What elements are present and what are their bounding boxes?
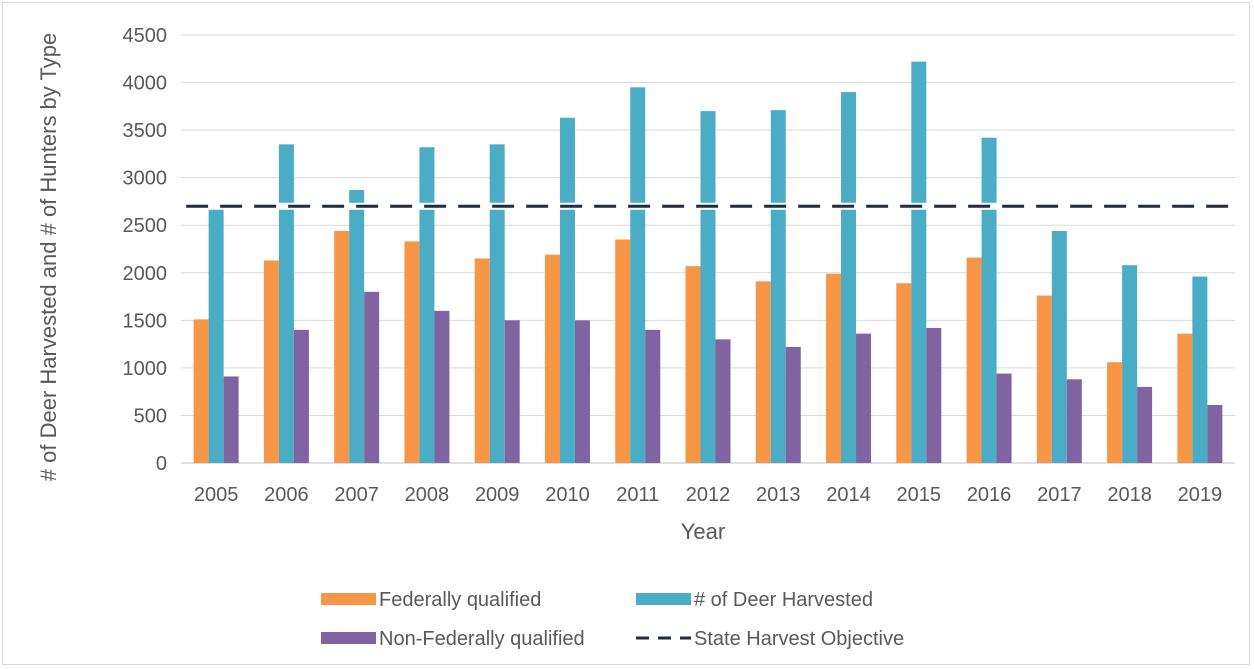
bar bbox=[685, 266, 701, 463]
bar bbox=[645, 329, 661, 463]
bar bbox=[966, 257, 982, 463]
x-tick-label: 2014 bbox=[826, 484, 871, 506]
bar bbox=[1107, 362, 1123, 463]
y-tick-label: 3500 bbox=[123, 120, 168, 142]
bar bbox=[278, 144, 294, 463]
x-tick-label: 2019 bbox=[1178, 484, 1223, 506]
bar bbox=[474, 258, 490, 463]
x-tick-label: 2007 bbox=[334, 484, 379, 506]
bar-chart: 0 500 1000 1500 2000 2500 3000 3500 4000 4500 200… bbox=[36, 25, 1235, 650]
bar bbox=[856, 333, 872, 463]
bar bbox=[263, 260, 279, 463]
bar bbox=[1036, 295, 1052, 463]
bar bbox=[785, 346, 801, 463]
bar bbox=[504, 320, 520, 463]
bar bbox=[434, 310, 450, 463]
bar bbox=[1137, 386, 1153, 463]
bar bbox=[334, 230, 350, 463]
x-tick-label: 2018 bbox=[1107, 484, 1152, 506]
x-tick-label: 2008 bbox=[405, 484, 450, 506]
bar bbox=[349, 190, 365, 463]
x-tick-label: 2010 bbox=[545, 484, 590, 506]
legend-swatch bbox=[321, 632, 376, 644]
bar bbox=[293, 329, 309, 463]
bar bbox=[489, 144, 505, 463]
bar bbox=[715, 339, 731, 463]
bar bbox=[996, 373, 1012, 463]
bar bbox=[615, 239, 631, 463]
x-tick-label: 2017 bbox=[1037, 484, 1082, 506]
y-tick-label: 0 bbox=[156, 453, 167, 475]
bar bbox=[896, 283, 912, 463]
legend-label: State Harvest Objective bbox=[694, 628, 904, 650]
legend: Federally qualified # of Deer Harvested No… bbox=[321, 589, 904, 650]
legend-label: # of Deer Harvested bbox=[694, 589, 873, 611]
x-tick-label: 2012 bbox=[686, 484, 731, 506]
y-tick-label: 3000 bbox=[123, 168, 168, 190]
bar bbox=[1177, 333, 1193, 463]
bar bbox=[544, 254, 560, 463]
bar bbox=[364, 291, 380, 463]
x-tick-labels: 2005 2006 2007 2008 2009 2010 2011 2012 2013 2014… bbox=[194, 484, 1222, 506]
bar bbox=[208, 205, 224, 463]
y-tick-label: 4000 bbox=[123, 73, 168, 95]
y-tick-label: 4500 bbox=[123, 25, 168, 47]
bar bbox=[755, 281, 771, 463]
bar bbox=[926, 327, 942, 463]
x-tick-label: 2013 bbox=[756, 484, 801, 506]
legend-swatch bbox=[636, 593, 691, 605]
y-tick-label: 1000 bbox=[123, 358, 168, 380]
y-tick-label: 2000 bbox=[123, 263, 168, 285]
bar bbox=[981, 137, 997, 463]
bar bbox=[1051, 230, 1067, 463]
bar bbox=[574, 320, 590, 463]
bar bbox=[193, 319, 209, 463]
bar bbox=[630, 87, 646, 464]
bar bbox=[559, 117, 575, 463]
x-tick-label: 2015 bbox=[897, 484, 942, 506]
x-tick-label: 2009 bbox=[475, 484, 520, 506]
bar bbox=[1122, 265, 1138, 463]
y-tick-label: 500 bbox=[134, 405, 167, 427]
bar bbox=[826, 273, 842, 463]
bar bbox=[223, 376, 239, 463]
legend-label: Federally qualified bbox=[379, 589, 541, 611]
legend-swatch bbox=[321, 593, 376, 605]
legend-label: Non-Federally qualified bbox=[379, 628, 585, 650]
bar bbox=[770, 110, 786, 463]
y-tick-label: 1500 bbox=[123, 310, 168, 332]
bar bbox=[911, 61, 927, 464]
bars bbox=[193, 61, 1223, 464]
bar bbox=[1207, 404, 1223, 463]
x-tick-label: 2011 bbox=[616, 484, 659, 506]
x-tick-label: 2006 bbox=[264, 484, 309, 506]
bar bbox=[1066, 379, 1082, 463]
y-tick-labels: 0 500 1000 1500 2000 2500 3000 3500 4000 4500 bbox=[123, 25, 168, 475]
bar bbox=[841, 92, 857, 464]
bar bbox=[404, 241, 420, 463]
x-tick-label: 2005 bbox=[194, 484, 239, 506]
bar bbox=[700, 111, 716, 463]
x-tick-label: 2016 bbox=[967, 484, 1012, 506]
y-axis-title: # of Deer Harvested and # of Hunters by … bbox=[36, 33, 61, 481]
bar bbox=[1192, 276, 1208, 463]
bar bbox=[419, 147, 435, 463]
x-axis-title: Year bbox=[681, 519, 725, 544]
y-tick-label: 2500 bbox=[123, 215, 168, 237]
